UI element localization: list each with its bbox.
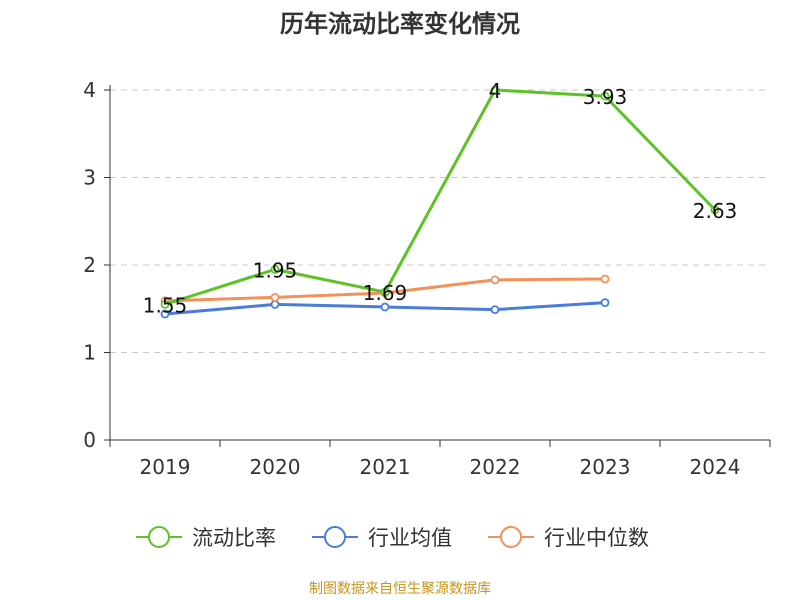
data-point[interactable] [380,287,390,297]
y-tick-label: 1 [83,341,96,365]
data-label: 4 [489,79,502,103]
x-tick-label: 2019 [140,455,191,479]
legend-item[interactable]: 行业中位数 [488,526,649,550]
y-tick-label: 4 [83,78,96,102]
source-footer: 制图数据来自恒生聚源数据库 [309,581,491,597]
legend-label: 行业均值 [368,526,452,550]
data-label: 3.93 [583,85,628,109]
data-point[interactable] [160,299,170,309]
legend-marker [500,526,522,548]
data-labels: 1.55 1.95 1.69 4 3.93 2.63 [143,79,738,317]
legend[interactable]: 流动比率 行业均值 行业中位数 [136,526,649,550]
data-label: 1.55 [143,293,188,317]
legend-item[interactable]: 流动比率 [136,526,276,550]
y-tick-label: 3 [83,166,96,190]
data-point[interactable] [380,302,390,312]
y-tick-label: 2 [83,253,96,277]
legend-label: 行业中位数 [544,526,649,550]
legend-item[interactable]: 行业均值 [312,526,452,550]
x-tick-label: 2023 [580,455,631,479]
data-point[interactable] [710,205,720,215]
data-point[interactable] [270,292,280,302]
y-tick-label: 0 [83,428,96,452]
x-tick-label: 2022 [470,455,521,479]
data-point[interactable] [490,305,500,315]
legend-marker [324,526,346,548]
data-point[interactable] [490,275,500,285]
data-label: 2.63 [693,199,738,223]
x-tick-label: 2024 [690,455,741,479]
legend-marker [148,526,170,548]
x-tick-label: 2021 [360,455,411,479]
legend-label: 流动比率 [192,526,276,550]
series-group [160,85,720,319]
data-label: 1.69 [363,281,408,305]
data-point[interactable] [270,299,280,309]
data-point[interactable] [600,298,610,308]
data-point[interactable] [600,274,610,284]
data-point[interactable] [600,91,610,101]
series-line [164,88,717,306]
chart-title: 历年流动比率变化情况 [280,10,520,38]
data-point[interactable] [270,264,280,274]
data-point[interactable] [160,309,170,319]
gridlines [110,89,770,353]
axes: 0 1 2 3 4 2019 2020 2021 2022 2023 2024 [83,78,771,479]
data-label: 1.95 [253,258,298,282]
data-point[interactable] [490,85,500,95]
x-tick-label: 2020 [250,455,301,479]
